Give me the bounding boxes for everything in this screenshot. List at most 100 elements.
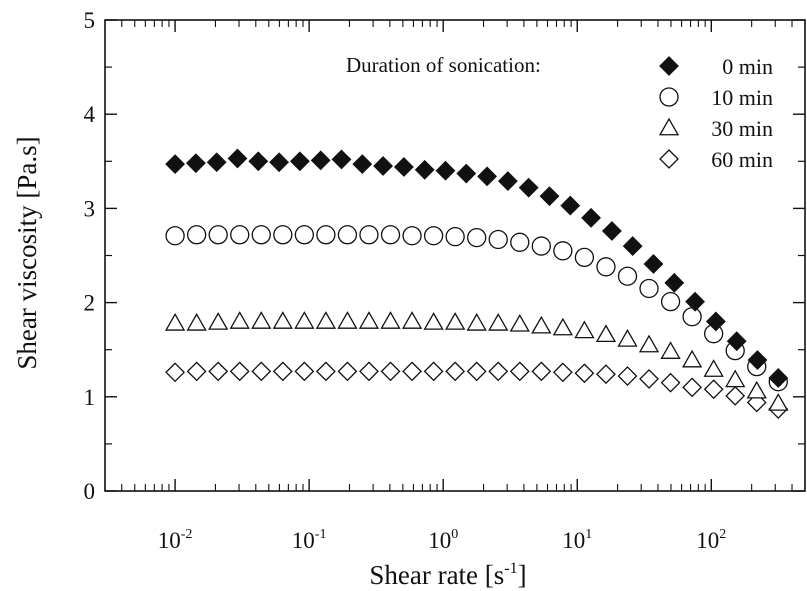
data-point [560,195,581,216]
data-point [477,166,498,187]
data-point [518,177,539,198]
legend-label: 0 min [722,54,773,79]
data-point [768,368,789,388]
data-point [380,361,401,382]
data-point [539,186,560,207]
data-point [273,225,293,245]
data-point [509,313,530,332]
data-point [660,292,681,312]
data-point [747,350,768,370]
data-point [380,225,401,245]
legend-marker [659,149,679,169]
data-point [617,266,638,286]
data-point [208,361,229,382]
data-point [423,226,444,246]
data-point [208,312,229,330]
data-point [208,225,228,245]
data-point [531,315,552,334]
data-point [488,361,509,382]
legend-marker [659,56,679,76]
data-point [638,334,660,353]
data-point [294,361,315,382]
data-point [660,341,681,359]
data-point [423,361,444,382]
data-point [380,311,401,329]
data-point [596,257,616,277]
x-tick-label: 101 [562,527,592,553]
data-point [331,149,352,170]
data-point [230,225,250,245]
data-point [185,153,206,174]
data-point [352,154,373,175]
y-tick-label: 3 [84,196,96,221]
legend-item: 60 min [659,147,773,172]
series-10-min [165,225,788,392]
data-point [552,317,573,336]
data-point [294,311,315,329]
data-point [466,361,487,382]
x-axis-label: Shear rate [s-1] [369,560,526,590]
data-point [393,157,414,177]
data-point [746,380,767,399]
legend-item: 30 min [658,116,773,141]
data-point [445,227,465,247]
legend-label: 30 min [711,116,773,141]
data-point [497,171,518,192]
x-tick-label: 100 [428,527,458,553]
data-point [681,349,703,368]
data-point [269,152,290,173]
legend-title: Duration of sonication: [346,53,541,77]
data-point [289,151,310,172]
data-point [531,236,551,256]
data-point [488,313,509,331]
data-point [768,393,789,411]
data-point [229,361,250,382]
data-point [531,361,552,382]
data-point [574,363,595,384]
data-point [337,311,358,329]
data-point [251,361,272,382]
data-point [660,372,681,393]
data-point [186,361,207,382]
data-point [315,361,336,382]
data-point [553,241,573,261]
data-point [617,329,638,347]
data-point [725,369,746,388]
data-point [510,232,530,252]
data-point [165,362,186,383]
data-point [165,154,186,175]
data-point [164,313,186,331]
data-point [574,320,595,339]
x-tick-label: 10-2 [158,527,193,553]
legend: Duration of sonication: 0 min 10 min 30 min… [346,53,773,172]
data-point [402,361,422,382]
data-point [423,312,444,330]
axis-ticks-group [104,19,806,492]
data-point [685,291,706,312]
data-point [703,379,724,400]
y-tick-label: 4 [84,102,96,127]
data-point [337,361,358,382]
legend-item: 10 min [659,85,773,110]
legend-label: 60 min [711,147,773,172]
x-tick-label: 102 [696,527,726,553]
x-tick-label: 10-1 [292,527,327,553]
data-point [466,313,487,331]
series-0-min [165,148,789,388]
data-markers-group [164,148,789,419]
legend-marker [659,87,679,107]
data-point [726,331,747,352]
data-point [509,361,530,382]
data-point [402,226,422,246]
plot-frame [104,19,806,492]
data-point [316,225,336,245]
data-point [315,311,337,329]
series-60-min [165,361,789,419]
data-point [206,152,227,173]
y-tick-label: 0 [84,479,96,504]
legend-marker [658,117,680,136]
data-point [639,368,659,389]
data-point [574,247,595,268]
data-point [401,311,423,329]
